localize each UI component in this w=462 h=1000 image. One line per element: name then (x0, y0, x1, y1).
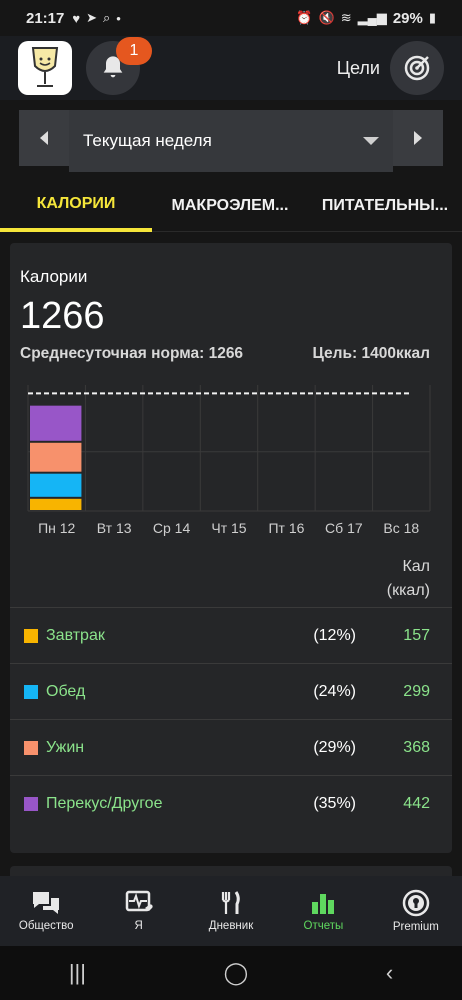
report-tabs: КАЛОРИИ МАКРОЭЛЕМ... ПИТАТЕЛЬНЫ... (0, 180, 462, 232)
wifi-icon: ≋ (340, 10, 352, 25)
bar-segment (30, 473, 82, 497)
heart-pulse-icon (125, 890, 153, 912)
meal-percent: (24%) (313, 682, 356, 700)
search-status-icon: ⌕ (103, 10, 111, 25)
nav-reports[interactable]: Отчеты (277, 876, 369, 946)
bottom-nav: Общество Я Дневник Отчеты Premium (0, 876, 462, 946)
meal-calories: 299 (403, 682, 430, 700)
wine-glass-icon (31, 47, 59, 87)
caret-down-icon (363, 137, 379, 145)
next-period-button[interactable] (393, 110, 443, 166)
x-tick-label: Ср 14 (153, 520, 191, 536)
chevron-left-icon (40, 131, 48, 145)
meal-row-dinner[interactable]: Ужин (29%) 368 (10, 719, 452, 775)
status-bar: 21:17 ♥ ➤ ⌕ • ⏰ 🔇 ≋ ▂▄▆ 29% ▮ (0, 0, 462, 36)
notifications-button[interactable]: 1 (86, 37, 152, 95)
x-tick-label: Вт 13 (97, 520, 132, 536)
tab-macros[interactable]: МАКРОЭЛЕМ... (171, 197, 289, 214)
nav-me[interactable]: Я (92, 876, 184, 946)
meal-row-snack[interactable]: Перекус/Другое (35%) 442 (10, 775, 452, 831)
goals-button[interactable]: Цели (337, 41, 444, 95)
bell-icon (103, 56, 123, 78)
meal-percent: (12%) (313, 626, 356, 644)
dot-icon: • (116, 10, 121, 26)
tab-nutrients[interactable]: ПИТАТЕЛЬНЫ... (321, 197, 449, 214)
nav-diary[interactable]: Дневник (185, 876, 277, 946)
heart-status-icon: ♥ (72, 10, 81, 26)
status-time: 21:17 (26, 9, 65, 27)
meal-calories: 368 (403, 738, 430, 756)
unit-line-2: (ккал) (386, 582, 430, 599)
nav-premium[interactable]: Premium (370, 876, 462, 946)
bar-segment (30, 442, 82, 472)
weekly-calories-chart: Пн 12 Вт 13 Ср 14 Чт 15 Пт 16 Сб 17 Вс 18 (27, 385, 431, 536)
x-tick-label: Пн 12 (38, 520, 75, 536)
meal-name: Ужин (46, 738, 85, 756)
notification-badge: 1 (116, 37, 152, 65)
calories-total: 1266 (20, 295, 105, 337)
period-dropdown[interactable]: Текущая неделя (69, 110, 393, 172)
meal-row-breakfast[interactable]: Завтрак (12%) 157 (10, 607, 452, 663)
tab-calories[interactable]: КАЛОРИИ (0, 180, 152, 232)
meal-calories: 442 (403, 794, 430, 812)
battery-icon: ▮ (428, 10, 436, 25)
meal-percent: (35%) (313, 794, 356, 812)
nav-community[interactable]: Общество (0, 876, 92, 946)
community-icon (33, 892, 60, 914)
system-nav-bar: ||| ◯ ‹ (0, 946, 462, 1000)
x-tick-label: Сб 17 (325, 520, 363, 536)
meal-name: Обед (46, 682, 86, 700)
meal-calories: 157 (403, 626, 430, 644)
card-title: Калории (20, 267, 88, 286)
period-value: Текущая неделя (83, 131, 212, 150)
app-bar: 1 Цели (0, 36, 462, 100)
calorie-unit-header: Кал (ккал) (387, 555, 430, 603)
fork-knife-icon (221, 891, 240, 914)
meal-percent: (29%) (313, 738, 356, 756)
recent-apps-icon[interactable]: ||| (68, 960, 86, 985)
bar-segment (30, 498, 82, 510)
x-tick-label: Чт 15 (211, 520, 246, 536)
nav-label: Общество (18, 920, 74, 932)
unit-line-1: Кал (402, 558, 430, 575)
nav-label: Я (134, 920, 143, 932)
x-tick-label: Пт 16 (268, 520, 304, 536)
meal-row-lunch[interactable]: Обед (24%) 299 (10, 663, 452, 719)
chevron-right-icon (414, 131, 422, 145)
bar-segment (30, 405, 82, 441)
nav-label: Отчеты (303, 920, 344, 932)
nav-label: Premium (392, 921, 439, 933)
breakfast-swatch (24, 628, 38, 643)
snack-swatch (24, 796, 38, 811)
dinner-swatch (24, 740, 38, 755)
calories-card: Калории 1266 Среднесуточная норма: 1266 … (10, 243, 452, 853)
back-icon[interactable]: ‹ (385, 960, 394, 985)
nav-label: Дневник (208, 920, 254, 932)
battery-level: 29% (392, 9, 423, 27)
mute-icon: 🔇 (318, 10, 335, 25)
alarm-icon: ⏰ (296, 10, 313, 25)
x-tick-label: Вс 18 (383, 520, 419, 536)
period-selector: Текущая неделя (19, 110, 443, 172)
target-icon (404, 55, 430, 81)
meal-name: Перекус/Другое (46, 794, 163, 812)
daily-average: Среднесуточная норма: 1266 (20, 345, 244, 362)
app-logo[interactable] (18, 41, 72, 95)
bar-chart-icon (312, 894, 335, 914)
lunch-swatch (24, 684, 38, 699)
prev-period-button[interactable] (19, 110, 69, 166)
premium-icon (402, 889, 430, 917)
home-icon[interactable]: ◯ (223, 960, 249, 985)
signal-icon: ▂▄▆ (357, 10, 387, 25)
calorie-goal: Цель: 1400ккал (312, 345, 430, 362)
goals-label: Цели (336, 57, 380, 78)
telegram-icon: ➤ (86, 10, 97, 25)
meal-name: Завтрак (46, 626, 105, 644)
